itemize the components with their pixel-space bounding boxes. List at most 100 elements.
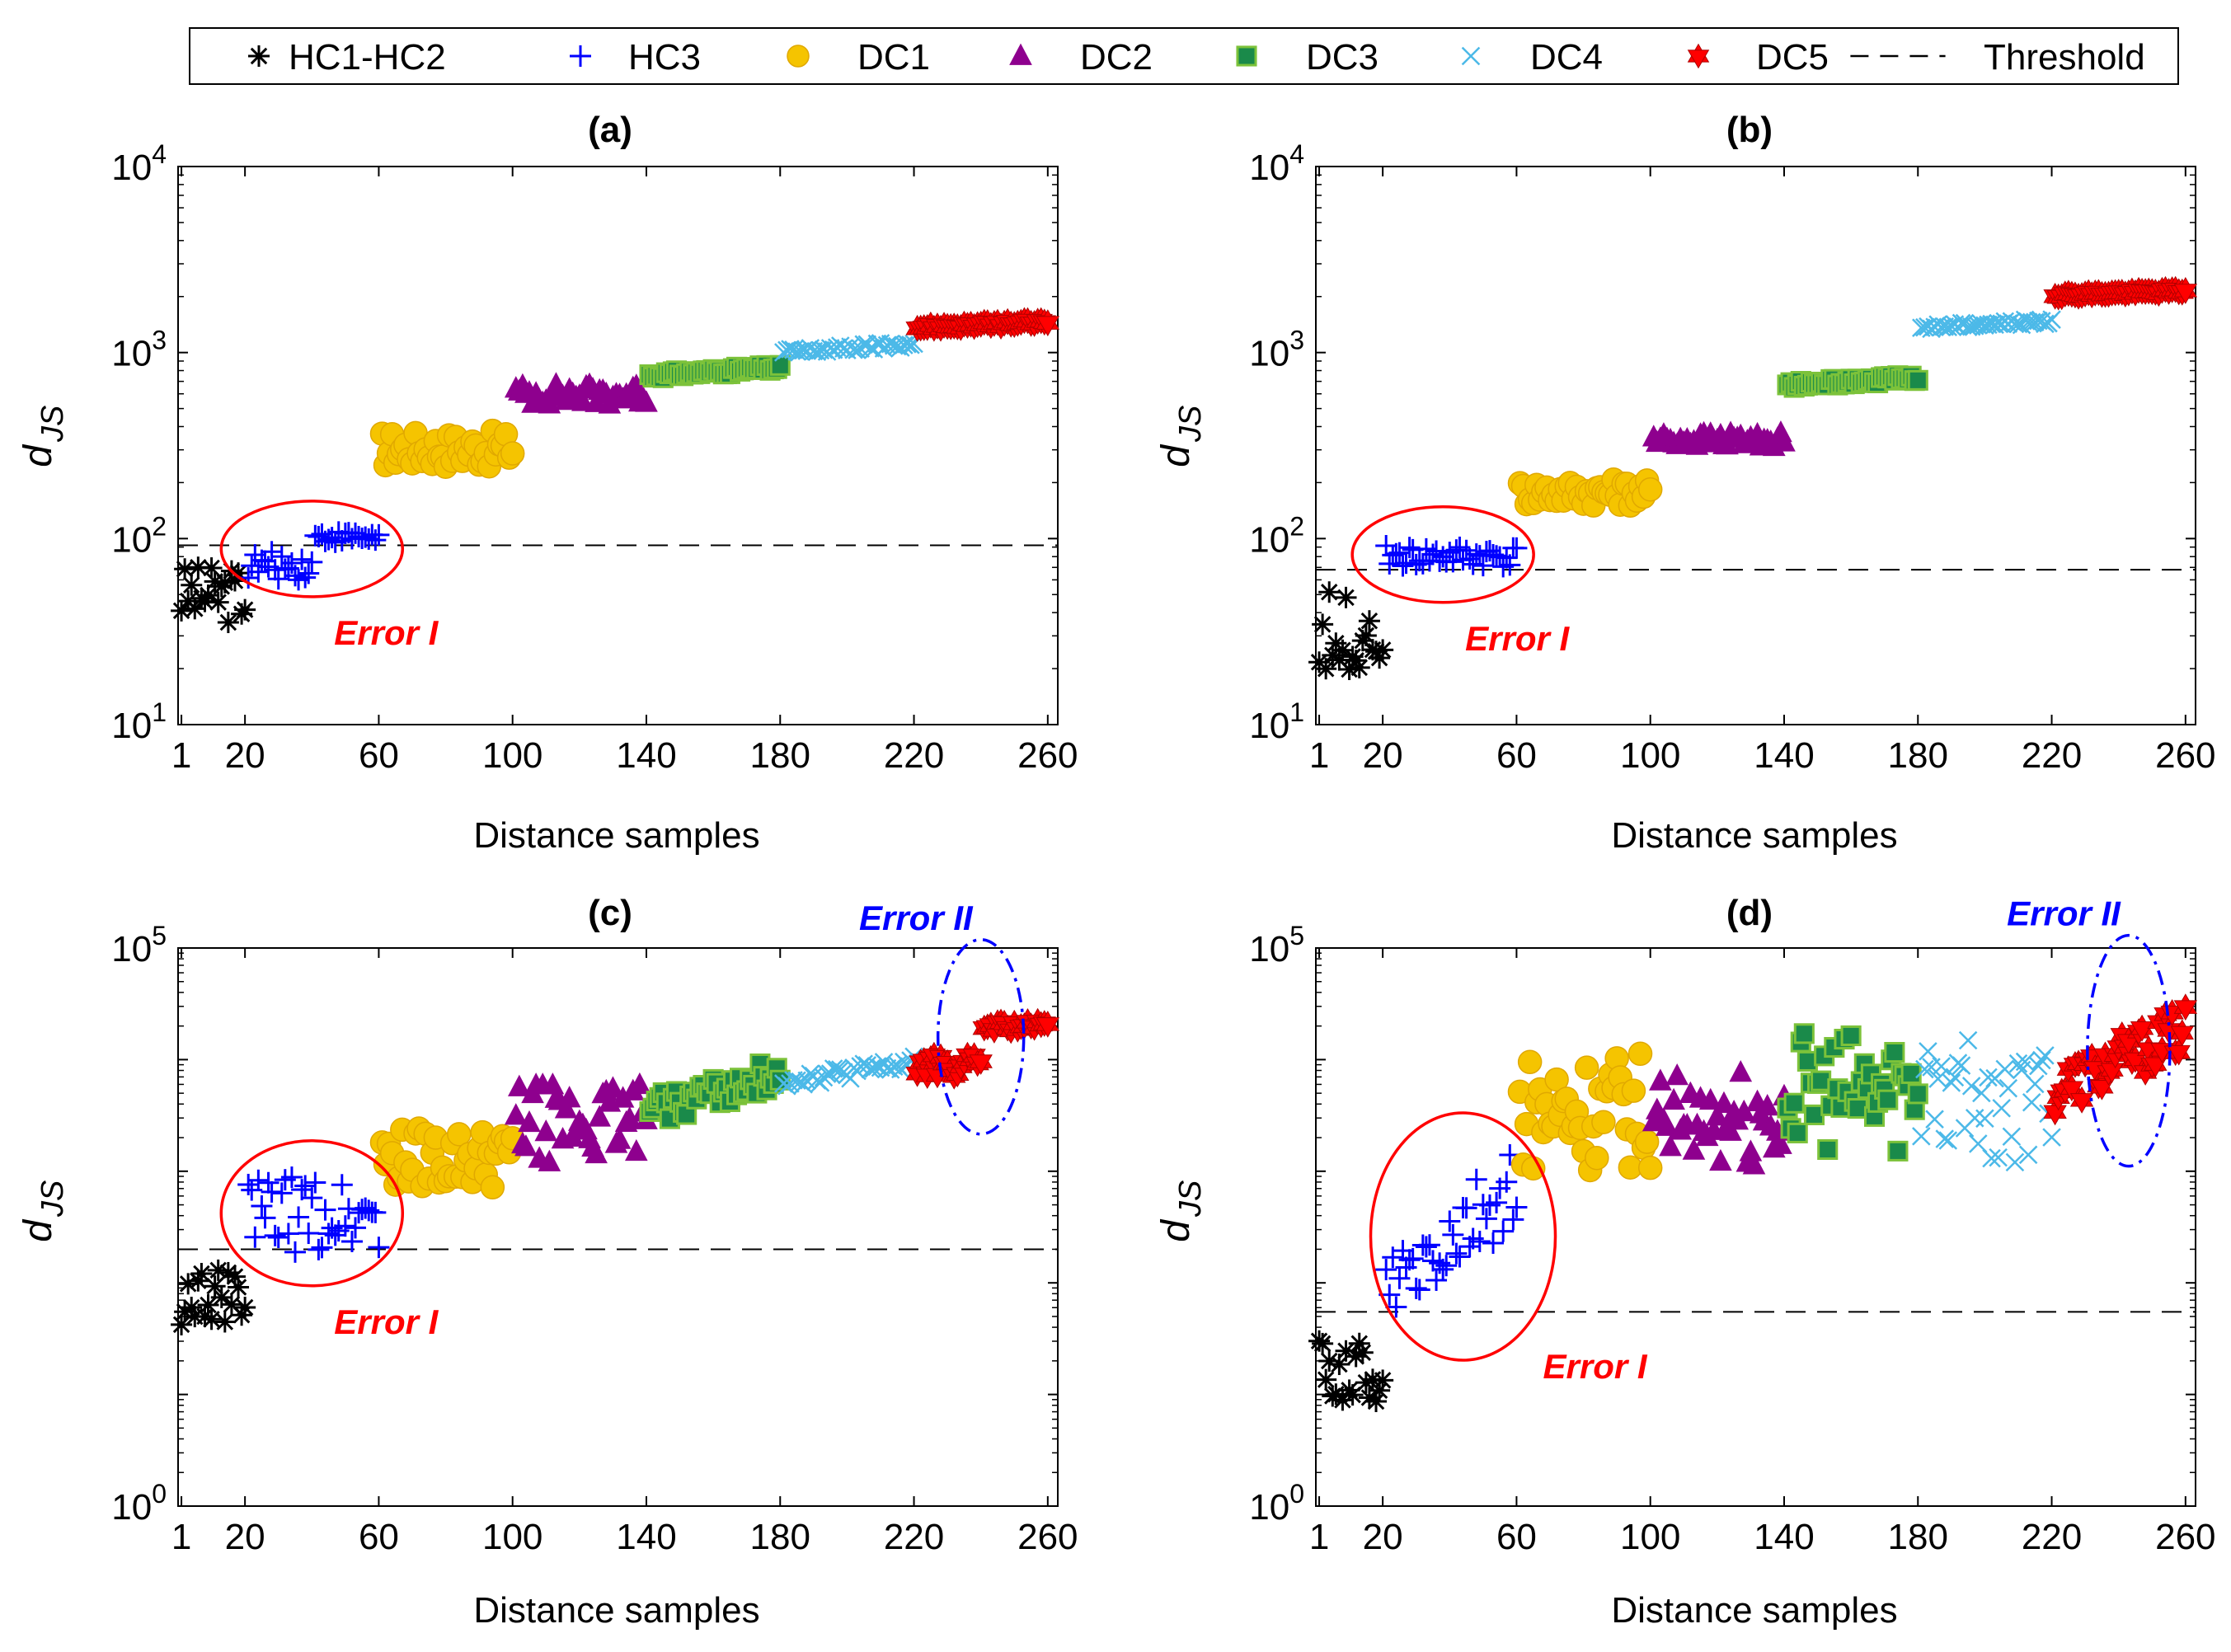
point-dc2 [628, 1072, 651, 1095]
x-tick-label-b: 220 [2022, 735, 2082, 776]
point-dc1 [480, 1175, 505, 1200]
point-dc3 [1783, 1092, 1805, 1114]
point-dc3 [769, 354, 791, 376]
point-dc4 [2042, 1128, 2061, 1147]
point-dc3 [1787, 1122, 1808, 1143]
panel-d-ylabel: d JS [1154, 1180, 1208, 1242]
series-dc5-b [2043, 275, 2198, 311]
point-dc4 [1995, 1059, 2015, 1079]
point-hc1-hc2 [1312, 613, 1334, 636]
y-tick-label-d: 100 [1249, 1479, 1304, 1528]
x-tick-label-a: 100 [482, 735, 542, 776]
point-dc4 [1961, 1077, 1981, 1096]
legend-marker-dc1 [787, 45, 810, 68]
plot-area-a: 1 20 60 100 140 180 220 260 101 102 103 104 Error I [111, 139, 1078, 776]
x-tick-label-a: 180 [750, 735, 810, 776]
x-tick-label-c: 60 [359, 1517, 399, 1557]
x-tick-label-c: 1 [171, 1517, 191, 1557]
point-dc4 [1982, 1148, 2001, 1168]
point-dc4 [1999, 1078, 2018, 1098]
panel-d: (d) d JS Distance samples 1 20 60 100 140 180… [1154, 893, 2216, 1631]
point-dc5 [2173, 993, 2198, 1021]
point-hc3 [267, 1226, 289, 1248]
axes-box-a [177, 166, 1059, 725]
point-dc4 [827, 1059, 847, 1079]
point-dc4 [1925, 1110, 1944, 1129]
panel-a-title: (a) [588, 110, 632, 150]
point-dc1 [1574, 1055, 1599, 1080]
point-hc3 [277, 1223, 299, 1245]
point-dc2 [601, 1076, 625, 1098]
point-hc1-hc2 [190, 1263, 213, 1285]
point-dc2 [534, 1119, 558, 1142]
point-dc1 [1591, 1110, 1616, 1135]
point-hc3 [1388, 1267, 1411, 1289]
point-dc4 [1975, 1109, 1994, 1129]
point-dc4 [1979, 1068, 1998, 1087]
point-dc4 [1945, 1068, 1965, 1087]
panel-c-title: (c) [588, 893, 632, 933]
point-hc3 [1482, 1232, 1505, 1255]
point-dc3 [1840, 1025, 1862, 1047]
series-dc3-b [1777, 365, 1928, 398]
point-dc2 [514, 1134, 538, 1157]
point-dc1 [1585, 1145, 1609, 1171]
point-dc2 [1719, 1119, 1742, 1141]
x-tick-label-a: 220 [884, 735, 944, 776]
x-tick-label-d: 180 [1888, 1517, 1948, 1557]
y-tick-label-b: 102 [1249, 511, 1304, 560]
point-dc1 [1627, 1041, 1653, 1067]
point-hc1-hc2 [181, 574, 203, 596]
point-hc3 [298, 1223, 320, 1245]
point-hc1-hc2 [171, 1313, 193, 1335]
point-hc3 [1375, 1259, 1397, 1281]
point-hc1-hc2 [1315, 1368, 1337, 1391]
legend-box [189, 27, 2179, 85]
panel-b-ylabel-main: d [1154, 444, 1198, 467]
axes-box-b [1315, 166, 2196, 725]
point-dc4 [2008, 1054, 2028, 1073]
series-dc4-d [1912, 1030, 2061, 1172]
point-hc3 [1392, 555, 1414, 577]
point-hc3 [314, 1199, 336, 1221]
x-tick-label-d: 260 [2155, 1517, 2215, 1557]
point-dc4 [784, 1071, 803, 1090]
point-hc1-hc2 [1341, 1384, 1364, 1406]
point-dc4 [844, 340, 863, 359]
x-tick-label-d: 220 [2022, 1517, 2082, 1557]
plot-area-c: 1 20 60 100 140 180 220 260 100 105 Error I Error I… [111, 899, 1078, 1557]
legend: HC1-HC2 HC3 DC1 DC2 DC3 DC4 DC5 Threshold [189, 27, 2179, 85]
point-hc3 [1415, 1236, 1437, 1258]
point-dc5 [2144, 1050, 2168, 1078]
series-dc1-b [1507, 467, 1663, 519]
series-dc2-d [1642, 1060, 1796, 1175]
point-hc3 [294, 1175, 317, 1197]
point-dc1 [1637, 1155, 1663, 1180]
point-hc3 [308, 1238, 330, 1260]
y-tick-label-d: 105 [1249, 921, 1304, 969]
point-dc5 [2173, 277, 2198, 304]
series-hc1-hc2-b [1308, 581, 1394, 680]
series-dc4-c [774, 1047, 923, 1096]
point-dc4 [1938, 1131, 1958, 1150]
point-hc1-hc2 [1372, 1369, 1394, 1392]
annotation-error-i-b: Error I [1350, 505, 1571, 658]
annotation-label-d: Error II [2007, 894, 2121, 933]
point-dc5 [2130, 1014, 2154, 1042]
point-hc3 [364, 1201, 387, 1223]
x-tick-label-a: 20 [225, 735, 265, 776]
y-tick-label-b: 104 [1249, 139, 1304, 188]
point-hc3 [1408, 1279, 1430, 1301]
annotation-error-i-a: Error I [219, 500, 439, 652]
panel-b-xlabel: Distance samples [1611, 815, 1897, 856]
point-dc4 [1958, 1030, 1978, 1050]
point-hc1-hc2 [1351, 1341, 1374, 1363]
point-hc3 [1442, 1223, 1464, 1246]
y-tick-label-a: 102 [111, 511, 167, 560]
point-dc2 [518, 1110, 541, 1133]
x-tick-label-d: 100 [1620, 1517, 1680, 1557]
point-hc3 [345, 1217, 367, 1239]
point-hc3 [1435, 1255, 1458, 1277]
x-tick-label-d: 1 [1309, 1517, 1329, 1557]
panel-b-ylabel: d JS [1154, 406, 1208, 467]
